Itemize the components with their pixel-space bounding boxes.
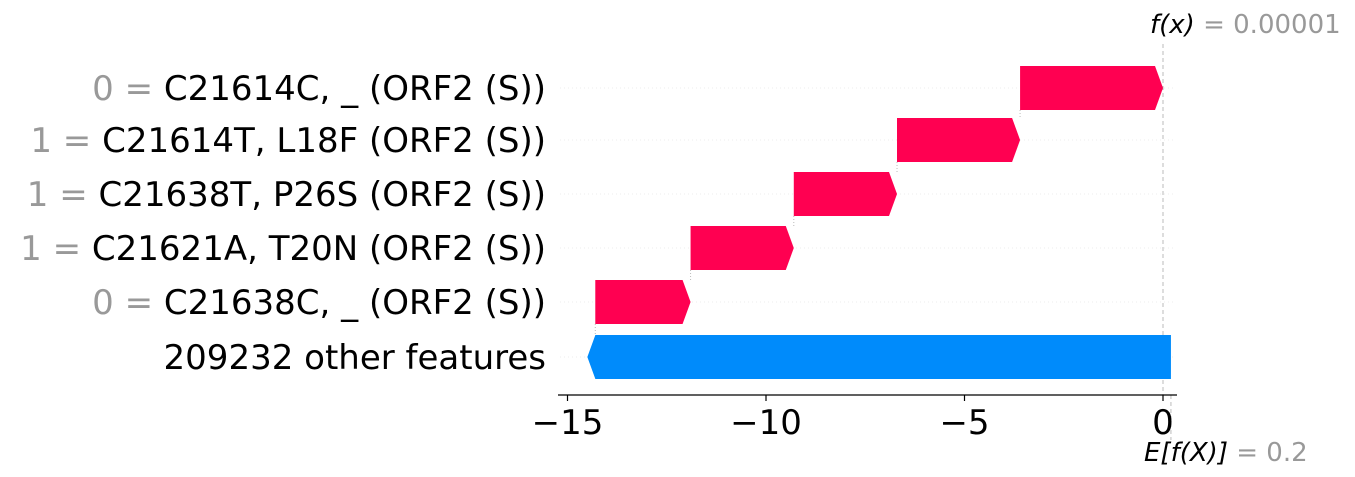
feature-label-4: 0 = C21638C, _ (ORF2 (S)) (92, 283, 546, 323)
other-features-label: 209232 other features (164, 338, 546, 378)
feature-value-2: 1 = (27, 175, 99, 215)
feature-value-1: 1 = (30, 121, 102, 161)
fx-annotation: f(x) = 0.00001 (1150, 10, 1341, 40)
feature-value-3: 1 = (20, 229, 92, 269)
fx-label: f(x) (1150, 10, 1195, 40)
feature-bar-4 (595, 280, 691, 324)
feature-bar-0 (1020, 66, 1163, 110)
feature-label-3: 1 = C21621A, T20N (ORF2 (S)) (20, 229, 546, 269)
feature-label-1: 1 = C21614T, L18F (ORF2 (S)) (30, 121, 546, 161)
feature-value-4: 0 = (92, 283, 164, 323)
feature-name-0: C21614C, _ (ORF2 (S)) (164, 69, 546, 109)
feature-name-2: C21638T, P26S (ORF2 (S)) (99, 175, 546, 215)
x-tick-label-2: −5 (939, 403, 989, 443)
feature-name-1: C21614T, L18F (ORF2 (S)) (102, 121, 546, 161)
base-annotation: E[f(X)] = 0.2 (1144, 438, 1308, 468)
x-tick-label-0: −15 (532, 403, 604, 443)
feature-label-0: 0 = C21614C, _ (ORF2 (S)) (92, 69, 546, 109)
feature-labels: 0 = C21614C, _ (ORF2 (S)) 1 = C21614T, L1… (20, 69, 546, 378)
feature-name-4: C21638C, _ (ORF2 (S)) (164, 283, 546, 323)
reference-lines (594, 44, 1172, 440)
other-features-bar (587, 335, 1171, 379)
base-value: = 0.2 (1228, 438, 1308, 468)
feature-bar-3 (690, 226, 794, 270)
base-label: E[f(X)] (1144, 438, 1228, 468)
x-tick-label-3: 0 (1152, 403, 1174, 443)
feature-bar-1 (897, 118, 1021, 162)
fx-value: = 0.00001 (1195, 10, 1341, 40)
feature-label-2: 1 = C21638T, P26S (ORF2 (S)) (27, 175, 546, 215)
feature-name-3: C21621A, T20N (ORF2 (S)) (92, 229, 546, 269)
feature-bar-2 (793, 172, 898, 216)
x-axis: −15 −10 −5 0 (532, 394, 1177, 443)
feature-value-0: 0 = (92, 69, 164, 109)
x-tick-label-1: −10 (730, 403, 802, 443)
annotations: f(x) = 0.00001 E[f(X)] = 0.2 (1144, 10, 1341, 468)
bars (587, 66, 1171, 379)
